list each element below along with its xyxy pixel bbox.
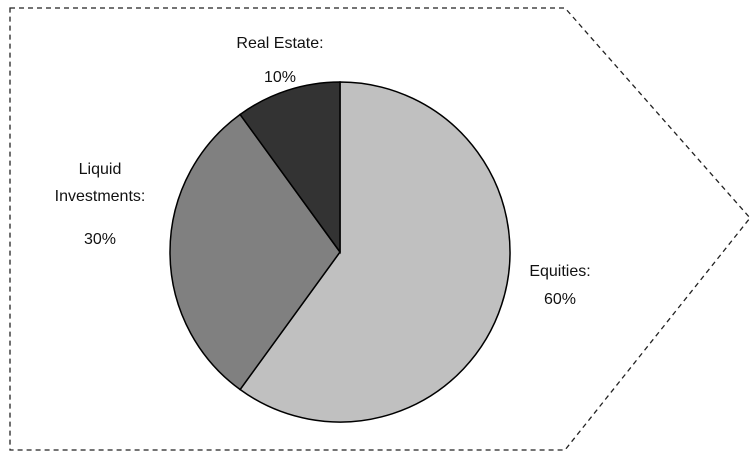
slice-label: Equities:	[529, 263, 591, 280]
pie-slice	[169, 113, 341, 391]
frame	[9, 7, 751, 451]
pie-slice	[239, 81, 341, 255]
slice-label: Real Estate:	[236, 35, 324, 52]
slice-value: 30%	[83, 231, 117, 248]
slice-value: 10%	[263, 69, 297, 86]
slice-value: 60%	[543, 291, 577, 308]
pie-slice	[239, 81, 511, 423]
slice-label: Liquid Investments:	[54, 161, 146, 205]
